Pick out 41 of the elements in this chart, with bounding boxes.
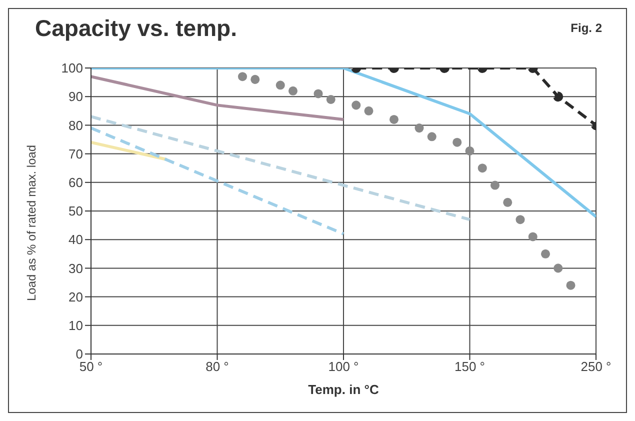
point: [250, 74, 260, 84]
x-axis-title: Temp. in °C: [308, 382, 380, 397]
x-tick-label: 50 °: [79, 359, 103, 374]
chart-title: Capacity vs. temp.: [35, 15, 237, 42]
x-tick-label: 250 °: [580, 359, 612, 374]
point: [414, 124, 424, 133]
point: [452, 138, 462, 147]
y-tick-label: 50: [68, 204, 83, 219]
point: [490, 180, 500, 190]
point: [478, 164, 487, 173]
x-tick-label: 80 °: [206, 359, 229, 374]
y-tick-label: 10: [68, 318, 83, 334]
point: [238, 72, 248, 82]
y-tick-label: 20: [68, 289, 83, 304]
y-tick-label: 30: [68, 260, 83, 276]
point: [364, 106, 374, 116]
point: [389, 114, 399, 124]
point: [528, 232, 538, 242]
point: [314, 89, 323, 98]
point: [554, 264, 563, 273]
point: [566, 280, 576, 290]
y-tick-label: 70: [68, 146, 83, 162]
y-tick-label: 90: [68, 89, 83, 104]
y-tick-label: 60: [68, 175, 83, 190]
point: [465, 146, 474, 156]
point: [288, 86, 298, 96]
y-tick-label: 40: [68, 232, 83, 248]
x-tick-label: 100 °: [328, 359, 359, 374]
point: [326, 94, 336, 104]
caption: Fig. 2: [570, 21, 602, 35]
point: [427, 132, 436, 142]
x-tick-label: 150 °: [454, 359, 486, 374]
y-tick-label: 100: [61, 60, 83, 76]
point: [352, 100, 361, 110]
point: [503, 198, 512, 207]
point: [276, 80, 285, 90]
point: [540, 249, 550, 258]
y-tick-label: 0: [76, 346, 83, 362]
point: [516, 215, 525, 224]
y-tick-label: 80: [68, 118, 83, 133]
y-axis-title: Load as % of rated max. load: [24, 144, 38, 301]
